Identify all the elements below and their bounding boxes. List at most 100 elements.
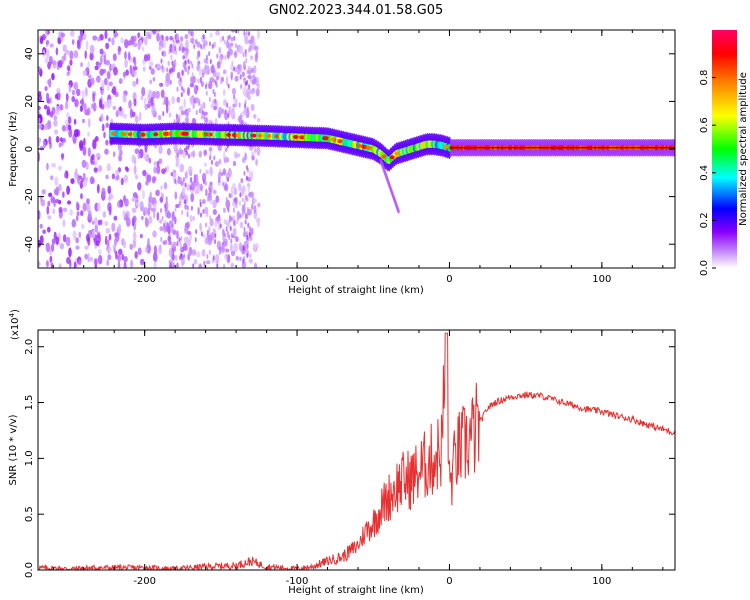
noise-cell [107, 185, 112, 194]
noise-cell [87, 131, 90, 137]
noise-cell [228, 214, 232, 224]
noise-cell [42, 229, 46, 234]
noise-cell [204, 180, 207, 186]
noise-cell [166, 165, 170, 173]
noise-cell [47, 200, 51, 207]
noise-cell [144, 246, 148, 253]
noise-cell [226, 51, 231, 60]
snr-x-ticks: -200 -100 0 100 [52, 330, 664, 587]
noise-cell [210, 195, 213, 201]
noise-cell [190, 151, 193, 157]
noise-cell [94, 65, 99, 71]
noise-cell [46, 106, 50, 112]
y-tick-label: -40 [24, 236, 35, 252]
noise-cell [174, 46, 177, 52]
noise-cell [233, 94, 236, 100]
snr-scale-close: ) [10, 309, 21, 313]
noise-cell [237, 64, 241, 70]
noise-cell [187, 69, 190, 75]
noise-cell [228, 34, 231, 40]
noise-cell [213, 92, 216, 98]
noise-cell [212, 227, 215, 233]
noise-cell [105, 139, 109, 146]
noise-cell [83, 102, 87, 112]
noise-cell [225, 197, 228, 203]
noise-cell [202, 72, 205, 78]
noise-cell [59, 243, 65, 250]
noise-cell [248, 47, 251, 53]
noise-cell [150, 207, 156, 212]
noise-cell [165, 196, 168, 202]
noise-cell [50, 175, 54, 181]
noise-cell [132, 238, 137, 249]
noise-cell [122, 240, 127, 249]
noise-cell [198, 150, 203, 158]
noise-cell [92, 139, 97, 150]
noise-cell [47, 226, 51, 233]
noise-cell [180, 92, 183, 98]
x-tick-label: 0 [446, 576, 452, 587]
noise-cell [239, 63, 243, 74]
noise-cell [244, 35, 249, 45]
noise-cell [216, 263, 219, 268]
noise-cell [185, 183, 191, 192]
noise-cell [122, 71, 127, 78]
noise-cell [163, 222, 166, 228]
noise-cell [237, 30, 240, 34]
noise-cell [181, 186, 186, 197]
noise-cell [224, 183, 229, 192]
noise-cell [153, 111, 158, 116]
ridge-peak [177, 131, 183, 136]
noise-cell [228, 234, 231, 240]
noise-cell [180, 252, 183, 258]
noise-cell [180, 110, 185, 116]
noise-cell [179, 76, 182, 82]
noise-cell [254, 147, 257, 154]
noise-cell [92, 160, 95, 165]
noise-cell [226, 256, 229, 262]
noise-cell [106, 163, 111, 172]
y-tick-label: 40 [24, 47, 35, 60]
noise-cell [227, 176, 230, 182]
noise-cell [65, 123, 69, 132]
noise-cell [146, 243, 151, 254]
noise-cell [58, 263, 62, 268]
noise-cell [96, 75, 101, 83]
noise-cell [183, 98, 186, 108]
noise-cell [244, 52, 247, 58]
noise-cell [178, 46, 181, 52]
ridge-peak [162, 131, 168, 136]
noise-cell [84, 50, 87, 59]
noise-cell [184, 59, 187, 65]
noise-cell [187, 165, 193, 175]
noise-cell [223, 232, 226, 238]
noise-cell [48, 135, 52, 145]
noise-cell [80, 193, 83, 200]
noise-cell [150, 96, 154, 106]
noise-cell [208, 249, 211, 255]
noise-cell [171, 222, 174, 228]
noise-cell [171, 96, 175, 105]
ridge-peak [232, 133, 238, 138]
noise-cell [215, 75, 219, 81]
ridge-tail [397, 209, 400, 214]
noise-cell [112, 105, 117, 110]
noise-cell [198, 101, 201, 107]
noise-cell [117, 51, 121, 56]
noise-cell [99, 48, 104, 55]
noise-cell [251, 79, 256, 85]
noise-cell [38, 94, 43, 102]
noise-cell [187, 107, 191, 113]
noise-cell [242, 231, 248, 238]
noise-cell [104, 235, 108, 246]
noise-cell [239, 256, 242, 262]
noise-cell [199, 168, 202, 174]
noise-cell [160, 58, 163, 64]
noise-cell [90, 103, 94, 110]
noise-cell [38, 66, 42, 72]
noise-cell [248, 39, 252, 45]
noise-cell [179, 146, 182, 152]
noise-cell [248, 84, 251, 90]
noise-cell [246, 252, 249, 258]
